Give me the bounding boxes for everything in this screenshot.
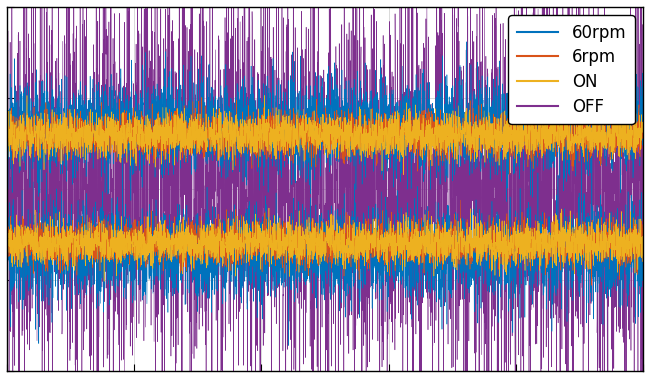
6rpm — [306, 248, 313, 252]
ON — [306, 248, 313, 253]
ON — [270, 248, 278, 252]
6rpm — [620, 243, 628, 248]
OFF — [3, 137, 11, 141]
6rpm — [276, 227, 283, 232]
OFF — [270, 189, 278, 194]
60rpm — [465, 270, 473, 275]
ON — [276, 241, 283, 246]
ON — [588, 232, 596, 236]
60rpm — [3, 251, 11, 256]
Line: 60rpm: 60rpm — [7, 173, 643, 345]
6rpm — [588, 283, 595, 288]
60rpm — [639, 273, 647, 277]
Line: ON: ON — [7, 208, 643, 281]
OFF — [639, 150, 647, 155]
Legend: 60rpm, 6rpm, ON, OFF: 60rpm, 6rpm, ON, OFF — [508, 15, 634, 124]
OFF — [276, 102, 283, 107]
ON — [100, 279, 108, 284]
ON — [620, 227, 628, 231]
Line: 6rpm: 6rpm — [7, 200, 643, 285]
60rpm — [270, 260, 278, 264]
60rpm — [588, 273, 596, 278]
6rpm — [639, 259, 647, 263]
6rpm — [465, 256, 473, 261]
ON — [3, 248, 11, 253]
ON — [265, 206, 273, 210]
OFF — [620, 340, 628, 345]
ON — [465, 240, 473, 245]
60rpm — [285, 343, 292, 348]
OFF — [306, 220, 313, 225]
OFF — [588, 195, 596, 200]
ON — [639, 239, 647, 243]
6rpm — [588, 218, 596, 222]
6rpm — [3, 231, 11, 236]
OFF — [465, 300, 473, 304]
6rpm — [456, 198, 464, 202]
60rpm — [534, 170, 542, 175]
60rpm — [620, 243, 628, 248]
Line: OFF: OFF — [7, 0, 643, 378]
60rpm — [276, 281, 283, 285]
60rpm — [306, 242, 313, 246]
6rpm — [270, 235, 278, 240]
